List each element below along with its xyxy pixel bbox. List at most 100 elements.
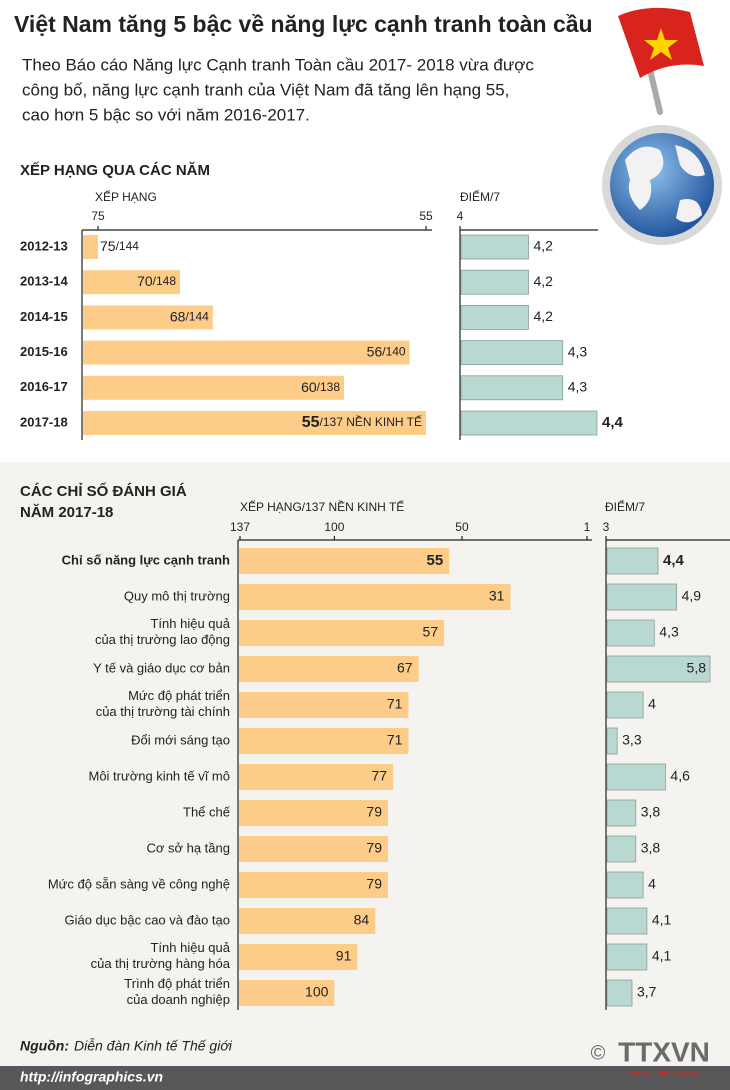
bar [83, 411, 426, 435]
footer-url[interactable]: http://infographics.vn [20, 1069, 163, 1085]
value-label: 4,1 [652, 912, 672, 928]
category-label: Quy mô thị trường [124, 588, 230, 603]
bar [460, 410, 598, 436]
category-label: 2014-15 [20, 309, 68, 324]
category-label: Tính hiệu quả của thị trường hàng hóa [91, 940, 231, 971]
value-label: 68/144 [170, 308, 209, 324]
value-label: 67 [397, 660, 413, 676]
value-label: 57 [423, 624, 439, 640]
logo: TTXVN [618, 1036, 710, 1067]
bar [606, 547, 659, 575]
section-subtitle: NĂM 2017-18 [20, 504, 113, 521]
value-label: 4,3 [568, 343, 588, 359]
bar [83, 305, 213, 330]
bar [239, 620, 445, 646]
x-tick-label: 1 [584, 520, 591, 534]
bar [606, 763, 666, 791]
bar [239, 584, 511, 610]
value-label: 70/148 [137, 273, 176, 289]
bar [239, 692, 409, 718]
value-label: 79 [366, 804, 382, 820]
axis-label: ĐIỂM/7 [460, 189, 500, 204]
value-label: 71 [387, 696, 403, 712]
bar [460, 234, 529, 260]
value-label: 71 [387, 732, 403, 748]
value-label: 79 [366, 840, 382, 856]
bar [239, 908, 376, 934]
intro-line: công bố, năng lực cạnh tranh của Việt Na… [22, 80, 509, 99]
section-title: XẾP HẠNG QUA CÁC NĂM [20, 162, 210, 179]
bar [239, 836, 388, 862]
value-label: 4 [648, 876, 656, 892]
value-label: 75/144 [100, 238, 139, 254]
category-label: Chỉ số năng lực cạnh tranh [62, 552, 230, 567]
bar [606, 691, 644, 719]
x-tick-label: 3 [603, 520, 610, 534]
category-label: Đổi mới sáng tạo [131, 732, 230, 747]
category-label: Trình độ phát triển của doanh nghiệp [124, 976, 230, 1007]
category-label: Cơ sở hạ tầng [146, 840, 230, 855]
value-label: 4 [648, 696, 656, 712]
bar [606, 727, 618, 755]
section-title: CÁC CHỈ SỐ ĐÁNH GIÁ [20, 482, 187, 500]
bar [606, 871, 644, 899]
x-tick-label: 137 [230, 520, 250, 534]
bar [239, 944, 358, 970]
axis-label: XẾP HẠNG [95, 189, 157, 204]
bar [460, 269, 529, 295]
value-label: 4,6 [670, 768, 690, 784]
intro-line: cao hơn 5 bậc so với năm 2016-2017. [22, 105, 310, 124]
bar [83, 375, 344, 400]
category-label: 2012-13 [20, 238, 68, 253]
bar [606, 907, 648, 935]
value-label: 4,2 [534, 273, 554, 289]
copyright: © [591, 1042, 606, 1064]
category-label: Giáo dục bậc cao và đào tạo [64, 912, 230, 927]
category-label: 2015-16 [20, 344, 68, 359]
bar [460, 304, 529, 330]
x-tick-label: 100 [324, 520, 344, 534]
source: Diễn đàn Kinh tế Thế giới [74, 1038, 233, 1054]
axis-label: ĐIỂM/7 [605, 499, 645, 514]
category-label: Y tế và giáo dục cơ bản [93, 660, 230, 675]
value-label: 4,2 [534, 238, 554, 254]
axis-label: XẾP HẠNG/137 NỀN KINH TẾ [240, 499, 404, 514]
x-tick-label: 4 [457, 209, 464, 223]
value-label: 79 [366, 876, 382, 892]
x-tick-label: 50 [455, 520, 469, 534]
value-label: 100 [305, 984, 329, 1000]
value-label: 4,4 [663, 552, 685, 569]
value-label: 4,2 [534, 308, 554, 324]
source-label: Nguồn: [20, 1038, 69, 1054]
flag-icon [618, 7, 704, 115]
intro-line: Theo Báo cáo Năng lực Cạnh tranh Toàn cầ… [22, 55, 534, 74]
value-label: 56/140 [367, 343, 406, 359]
bar [83, 340, 410, 365]
category-label: Mức độ phát triển của thị trường tài chín… [96, 688, 230, 719]
category-label: Mức độ sẵn sàng về công nghệ [48, 876, 230, 891]
x-tick-label: 75 [91, 209, 105, 223]
value-label: 4,3 [568, 379, 588, 395]
bar [239, 656, 419, 682]
bar [239, 728, 409, 754]
footer-bar [0, 1066, 730, 1090]
value-label: 31 [489, 588, 505, 604]
bar [606, 943, 648, 971]
bar [606, 583, 677, 611]
value-label: 3,3 [622, 732, 642, 748]
value-label: 3,8 [641, 804, 661, 820]
category-label: 2016-17 [20, 379, 68, 394]
value-label: 4,1 [652, 948, 672, 964]
value-label: 77 [372, 768, 388, 784]
category-label: 2017-18 [20, 414, 68, 429]
value-label: 4,3 [659, 624, 679, 640]
bar [606, 799, 637, 827]
value-label: 55 [427, 552, 444, 569]
logo-subtitle: Vietnam News Agency [629, 1070, 699, 1077]
category-label: Môi trường kinh tế vĩ mô [89, 768, 231, 783]
bar [83, 235, 98, 259]
category-label: Tính hiệu quả của thị trường lao động [95, 616, 231, 647]
value-label: 5,8 [687, 660, 707, 676]
value-label: 3,8 [641, 840, 661, 856]
